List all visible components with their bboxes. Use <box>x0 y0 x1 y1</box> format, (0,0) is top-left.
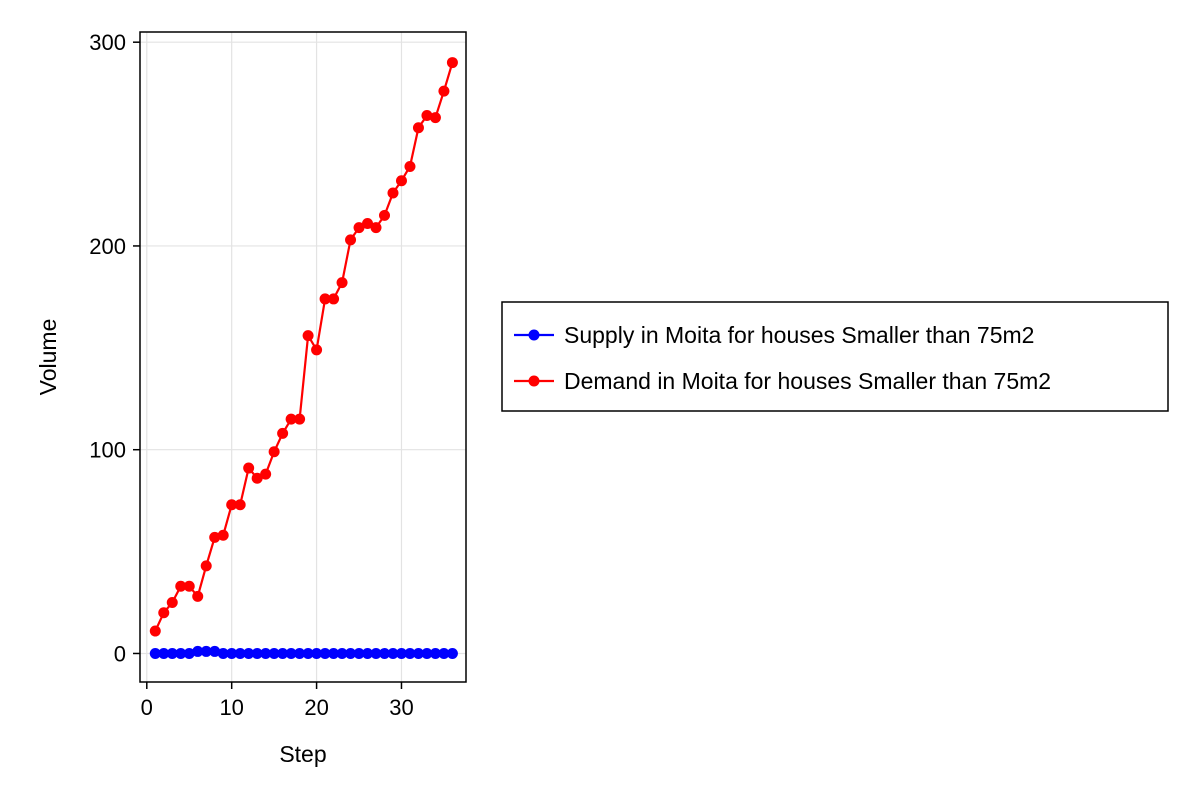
x-axis-title: Step <box>279 741 326 767</box>
series-supply <box>149 645 458 659</box>
data-point <box>379 209 390 221</box>
y-tick-label: 100 <box>89 438 126 463</box>
data-point <box>362 647 374 659</box>
data-point <box>421 110 433 122</box>
data-point <box>294 413 306 425</box>
data-point <box>243 462 255 474</box>
x-tick-label: 10 <box>219 695 243 720</box>
data-point <box>243 647 255 659</box>
data-point <box>362 218 374 230</box>
data-point <box>438 85 450 97</box>
y-axis-title: Volume <box>35 319 61 396</box>
data-point <box>446 647 458 659</box>
data-point <box>268 446 280 458</box>
data-point <box>412 647 424 659</box>
data-point <box>438 647 450 659</box>
data-point <box>370 647 382 659</box>
series-demand <box>149 57 458 637</box>
plot-area-frame <box>139 31 467 683</box>
data-point <box>277 427 289 439</box>
data-point <box>260 468 272 480</box>
data-point <box>166 647 178 659</box>
data-point <box>166 597 178 609</box>
y-tick-label: 200 <box>89 234 126 259</box>
data-point <box>209 531 221 543</box>
legend-box <box>501 301 1169 412</box>
data-point <box>446 57 458 69</box>
gridlines <box>140 32 466 682</box>
data-point <box>379 647 390 659</box>
data-point <box>311 344 323 356</box>
data-point <box>200 645 212 657</box>
legend-label: Demand in Moita for houses Smaller than … <box>564 368 1051 394</box>
data-point <box>336 277 348 289</box>
data-point <box>234 647 246 659</box>
data-point <box>404 647 416 659</box>
data-point <box>285 647 297 659</box>
data-point <box>175 580 187 592</box>
data-point <box>311 647 323 659</box>
data-point <box>302 330 314 342</box>
data-point <box>183 647 195 659</box>
data-point <box>226 499 238 511</box>
legend-entry: Supply in Moita for houses Smaller than … <box>514 322 1034 348</box>
data-point <box>412 122 424 134</box>
data-point <box>200 560 212 572</box>
data-point <box>328 293 340 305</box>
data-point <box>328 647 340 659</box>
data-point <box>319 293 331 305</box>
x-tick-label: 20 <box>304 695 328 720</box>
data-point <box>395 175 407 187</box>
data-point <box>234 499 246 511</box>
data-point <box>277 647 289 659</box>
legend-label: Supply in Moita for houses Smaller than … <box>564 322 1034 348</box>
data-point <box>175 647 187 659</box>
legend-swatch-marker <box>528 375 540 387</box>
legend: Supply in Moita for houses Smaller than … <box>501 301 1169 412</box>
y-tick-label: 0 <box>114 641 126 666</box>
data-point <box>395 647 407 659</box>
data-point <box>217 529 229 541</box>
series-layer <box>149 57 458 659</box>
data-point <box>353 222 365 234</box>
data-point <box>158 607 170 619</box>
data-point <box>421 647 433 659</box>
data-point <box>302 647 314 659</box>
legend-swatch-marker <box>528 329 540 341</box>
data-point <box>226 647 238 659</box>
data-point <box>285 413 297 425</box>
data-point <box>370 222 382 234</box>
data-point <box>336 647 348 659</box>
data-point <box>404 160 416 172</box>
data-point <box>345 647 357 659</box>
data-point <box>192 590 204 602</box>
data-point <box>158 647 170 659</box>
x-tick-label: 30 <box>389 695 413 720</box>
data-point <box>251 647 263 659</box>
data-point <box>260 647 272 659</box>
y-tick-label: 300 <box>89 30 126 55</box>
data-point <box>387 647 399 659</box>
data-point <box>387 187 399 199</box>
data-point <box>294 647 306 659</box>
data-point <box>209 645 221 657</box>
data-point <box>345 234 357 246</box>
data-point <box>149 625 161 637</box>
data-point <box>429 112 441 124</box>
data-point <box>319 647 331 659</box>
data-point <box>149 647 161 659</box>
data-point <box>192 645 204 657</box>
data-point <box>251 472 263 484</box>
data-point <box>217 647 229 659</box>
data-point <box>268 647 280 659</box>
x-tick-label: 0 <box>141 695 153 720</box>
legend-entry: Demand in Moita for houses Smaller than … <box>514 368 1051 394</box>
data-point <box>429 647 441 659</box>
data-point <box>353 647 365 659</box>
data-point <box>183 580 195 592</box>
